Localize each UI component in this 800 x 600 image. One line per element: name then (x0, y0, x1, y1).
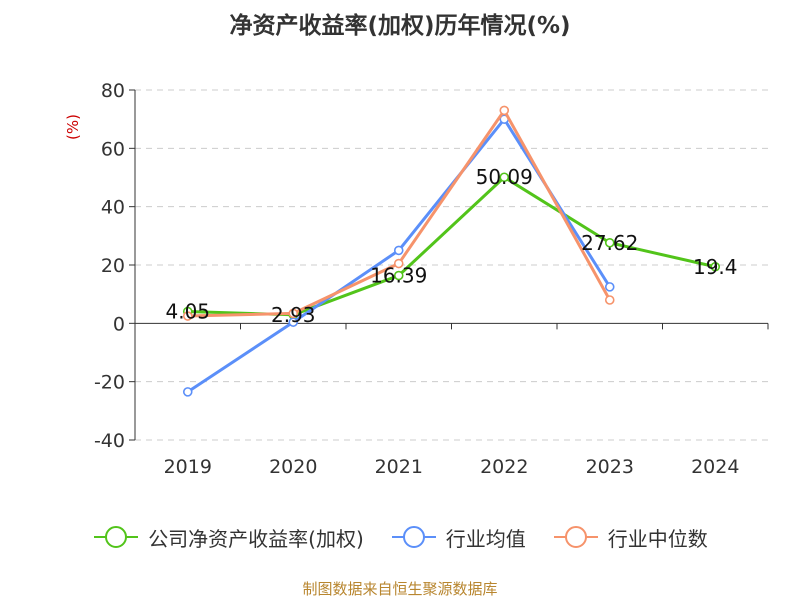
legend-swatch-company (92, 525, 140, 549)
axes: 80 60 40 20 0 -20 -40 2019 2020 2021 2022 2023 2024 (94, 80, 769, 478)
data-label: 16.39 (370, 264, 427, 288)
y-tick-label: -20 (94, 372, 125, 394)
x-tick-label: 2021 (375, 456, 423, 478)
legend-swatch-industry-mean (390, 525, 438, 549)
legend: 公司净资产收益率(加权) 行业均值 行业中位数 (0, 522, 800, 552)
data-point (288, 308, 299, 319)
legend-swatch-industry-median (552, 525, 600, 549)
gridlines (135, 89, 768, 441)
y-tick-label: 40 (101, 197, 125, 219)
data-point (710, 261, 721, 272)
series-line (186, 117, 612, 394)
data-point (393, 270, 404, 281)
data-label: 4.05 (165, 300, 210, 324)
x-tick-label: 2024 (691, 456, 739, 478)
data-label: 19.4 (693, 255, 738, 279)
data-point (604, 282, 615, 292)
data-label: 27.62 (581, 231, 638, 255)
legend-item-industry-median[interactable]: 行业中位数 (552, 523, 708, 552)
data-point (604, 295, 615, 305)
y-tick-label: 20 (101, 255, 125, 277)
legend-label-industry-mean: 行业均值 (445, 526, 526, 551)
data-labels: 4.05 2.93 16.39 50.09 27.62 19.4 (165, 165, 737, 327)
legend-label-company: 公司净资产收益率(加权) (148, 526, 364, 551)
data-point (393, 258, 404, 269)
y-tick-label: 80 (101, 80, 125, 102)
data-point (604, 237, 615, 248)
y-tick-label: 0 (113, 313, 125, 335)
y-axis-label: (%) (64, 114, 82, 140)
data-point (499, 172, 510, 183)
y-tick-label: -40 (94, 430, 125, 452)
x-tick-label: 2022 (480, 456, 528, 478)
series-lines (182, 105, 721, 397)
data-label: 50.09 (476, 165, 533, 189)
data-point (182, 311, 193, 321)
x-tick-label: 2019 (164, 456, 212, 478)
data-source-note: 制图数据来自恒生聚源数据库 (302, 580, 498, 598)
data-label: 2.93 (271, 303, 316, 327)
data-point (393, 245, 404, 256)
x-tick-label: 2020 (269, 456, 317, 478)
chart-title: 净资产收益率(加权)历年情况(%) (229, 13, 571, 39)
data-point (182, 387, 193, 397)
legend-item-company[interactable]: 公司净资产收益率(加权) (92, 523, 364, 552)
y-tick-label: 60 (101, 138, 125, 160)
legend-label-industry-median: 行业中位数 (607, 526, 708, 551)
legend-item-industry-mean[interactable]: 行业均值 (390, 523, 526, 552)
x-tick-label: 2023 (586, 456, 634, 478)
data-point (499, 105, 510, 116)
